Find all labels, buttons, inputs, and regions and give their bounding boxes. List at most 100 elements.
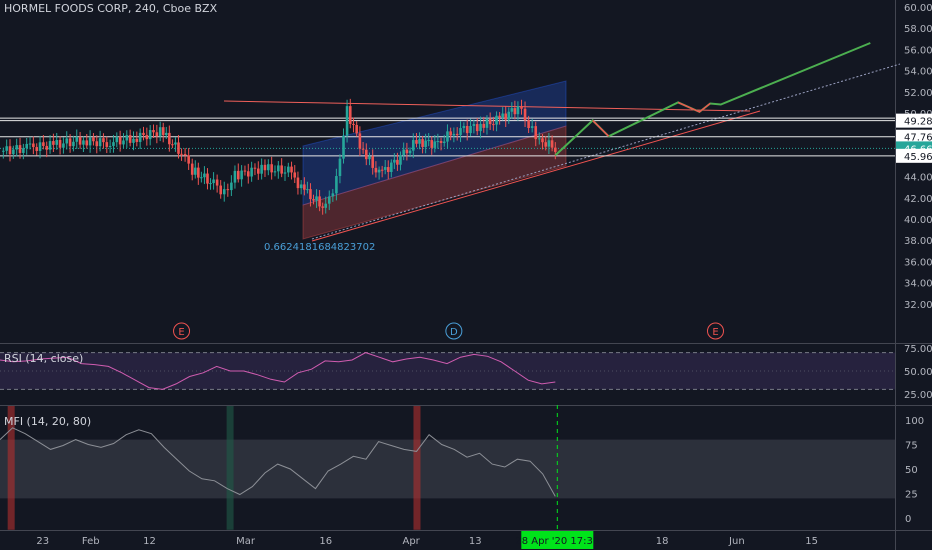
- candle-body: [331, 193, 335, 197]
- candle-body: [22, 148, 25, 153]
- candle-body: [386, 167, 390, 172]
- price-label: 47.76: [904, 133, 932, 144]
- candle-body: [479, 123, 482, 132]
- event-marker[interactable]: [706, 322, 724, 340]
- candle-body: [75, 136, 79, 142]
- candle-body: [38, 142, 42, 151]
- event-marker[interactable]: [173, 322, 191, 340]
- candle-body: [527, 120, 530, 129]
- candle-body: [55, 140, 59, 145]
- time-tick-label: 13: [469, 536, 482, 547]
- candle-body: [296, 177, 300, 189]
- candle-body: [430, 140, 434, 148]
- candle-body: [135, 138, 139, 142]
- candle-body: [303, 184, 306, 190]
- candles[interactable]: [2, 98, 557, 215]
- rsi-line: [0, 352, 556, 390]
- rsi-title[interactable]: RSI (14, close): [4, 352, 84, 365]
- time-tick-label: 12: [143, 536, 156, 547]
- candle-body: [287, 166, 290, 173]
- candle-body: [327, 196, 331, 204]
- candle-body: [459, 128, 462, 136]
- chart-background: [0, 0, 895, 550]
- candle-body: [138, 132, 142, 142]
- price-label-box: [896, 113, 932, 128]
- mfi-tick-label: 75: [905, 441, 918, 452]
- time-tick-label: Feb: [82, 536, 100, 547]
- candle-body: [243, 170, 247, 172]
- candle-body: [436, 141, 440, 143]
- candle-body: [455, 133, 459, 136]
- candle-body: [98, 138, 102, 147]
- candle-body: [62, 143, 65, 148]
- candle-body: [510, 108, 514, 112]
- mfi-tick-label: 50: [905, 465, 918, 476]
- price-tick-label: 54.00: [904, 67, 932, 78]
- candle-body: [152, 130, 155, 133]
- price-tick-label: 38.00: [904, 236, 932, 247]
- candle-body: [507, 111, 511, 120]
- candle-body: [82, 140, 85, 145]
- candle-body: [495, 115, 498, 125]
- candle-body: [118, 136, 122, 145]
- candle-body: [516, 106, 520, 115]
- time-tick-label: Jun: [728, 536, 745, 547]
- candle-body: [309, 189, 312, 200]
- candle-body: [177, 142, 180, 154]
- candle-body: [534, 126, 538, 140]
- candle-body: [374, 167, 378, 173]
- candle-body: [164, 132, 168, 136]
- candle-body: [368, 156, 371, 160]
- candle-body: [544, 142, 547, 147]
- mfi-signal-bar: [413, 406, 421, 530]
- projection-pullback[interactable]: [592, 119, 610, 137]
- candle-body: [418, 139, 421, 144]
- candle-body: [352, 123, 355, 125]
- candle-body: [267, 164, 270, 171]
- projection-pullback[interactable]: [677, 101, 711, 113]
- candle-body: [408, 150, 412, 154]
- candle-body: [8, 146, 12, 155]
- candle-body: [155, 132, 159, 137]
- candle-body: [377, 169, 381, 173]
- cursor-time-box: [521, 531, 594, 549]
- event-marker-letter: D: [450, 327, 458, 338]
- candle-body: [68, 138, 72, 147]
- candle-body: [115, 136, 119, 143]
- support-trendline[interactable]: [311, 110, 761, 242]
- candle-body: [260, 164, 263, 174]
- candle-body: [550, 140, 554, 148]
- candle-body: [321, 206, 324, 208]
- candle-body: [415, 140, 418, 144]
- mfi-title[interactable]: MFI (14, 20, 80): [4, 415, 92, 428]
- candle-body: [335, 176, 338, 194]
- candle-body: [256, 168, 260, 174]
- event-marker[interactable]: [445, 322, 463, 340]
- candle-body: [465, 126, 469, 134]
- price-tick-label: 34.00: [904, 279, 932, 290]
- candle-body: [15, 145, 18, 150]
- candle-body: [108, 145, 112, 147]
- candle-body: [168, 132, 171, 145]
- candle-body: [488, 118, 492, 125]
- candle-body: [240, 170, 243, 180]
- candle-body: [452, 133, 456, 136]
- symbol-title[interactable]: HORMEL FOODS CORP, 240, Cboe BZX: [4, 2, 218, 15]
- candle-body: [125, 135, 129, 141]
- candle-body: [472, 124, 476, 126]
- candle-body: [250, 167, 253, 177]
- price-tick-label: 40.00: [904, 215, 932, 226]
- candle-body: [380, 169, 384, 171]
- candle-body: [277, 165, 280, 172]
- candle-body: [236, 170, 240, 180]
- candle-body: [492, 124, 495, 126]
- candle-body: [187, 155, 190, 164]
- red-channel[interactable]: [302, 125, 567, 240]
- candle-body: [183, 153, 187, 156]
- candle-body: [18, 145, 22, 153]
- mfi-tick-label: 25: [905, 490, 918, 501]
- candle-body: [498, 115, 501, 118]
- candle-body: [206, 173, 209, 184]
- drawing-objects[interactable]: [223, 63, 901, 242]
